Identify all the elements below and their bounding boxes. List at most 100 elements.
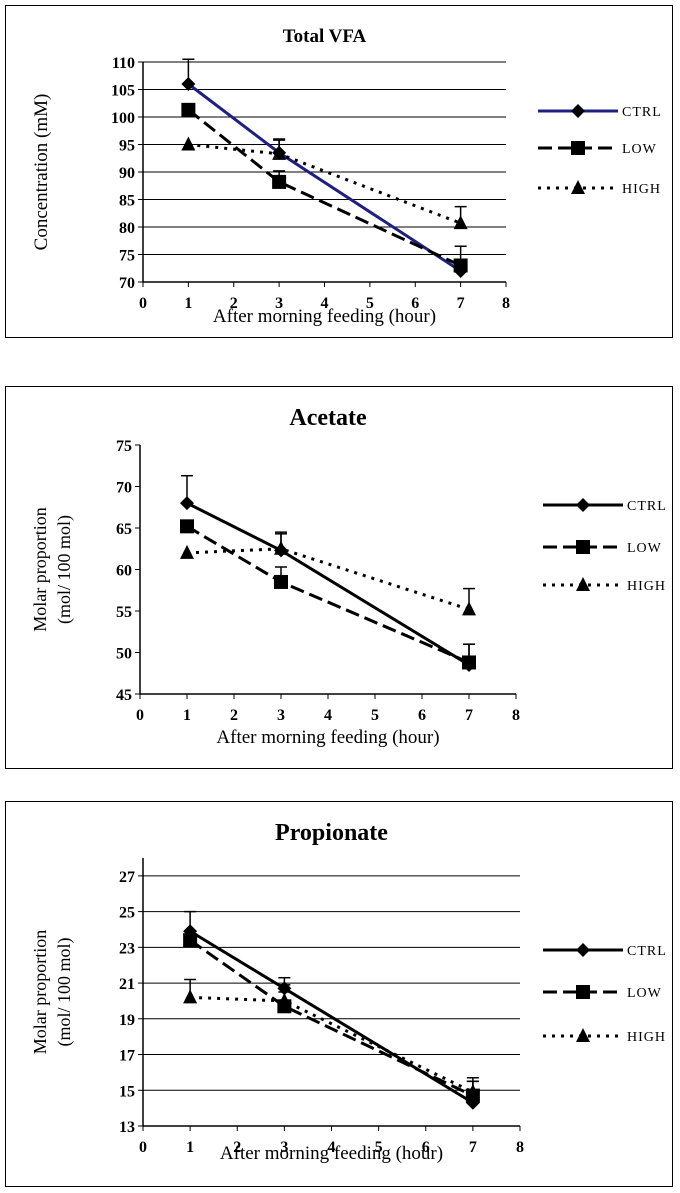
series-low: [181, 102, 468, 273]
series-ctrl: [183, 910, 480, 1110]
chart-title: Propionate: [275, 820, 388, 846]
legend-label: HIGH: [622, 182, 661, 197]
legend-marker: [576, 985, 590, 999]
legend-marker: [576, 498, 590, 512]
data-point-square: [181, 102, 196, 117]
x-tick-label: 7: [469, 1139, 477, 1156]
data-point-square: [183, 933, 198, 948]
data-point-diamond: [465, 1095, 480, 1110]
legend-label: CTRL: [627, 499, 667, 514]
legend-marker: [576, 540, 590, 554]
legend-marker: [576, 943, 590, 957]
y-axis-label: Molar proportion (mol/ 100 mol): [30, 930, 75, 1054]
x-tick-label: 5: [371, 707, 379, 724]
chart-title: Acetate: [289, 405, 367, 431]
y-tick-label: 23: [119, 940, 135, 957]
y-tick-label: 110: [112, 55, 135, 72]
series-ctrl: [181, 58, 468, 278]
legend-label: CTRL: [627, 944, 667, 959]
data-point-triangle: [180, 544, 194, 559]
legend-entry-ctrl: CTRL: [538, 104, 662, 120]
y-tick-label: 70: [119, 275, 135, 292]
series-line: [187, 108, 462, 267]
chart-title: Total VFA: [283, 26, 367, 47]
x-tick-label: 2: [230, 295, 238, 312]
data-point-diamond: [180, 496, 194, 511]
y-axis-label-line: (mol/ 100 mol): [54, 938, 75, 1047]
y-axis-label: Molar proportion (mol/ 100 mol): [30, 507, 75, 631]
x-tick-label: 0: [136, 707, 144, 724]
data-point-square: [180, 519, 194, 534]
series-ctrl: [180, 474, 476, 672]
y-tick-label: 105: [111, 83, 135, 100]
data-point-triangle: [462, 601, 476, 616]
legend-marker: [576, 1028, 590, 1042]
x-tick-label: 1: [184, 295, 192, 312]
legend-entry-high: HIGH: [538, 180, 661, 197]
series-line: [186, 525, 470, 664]
y-tick-label: 70: [116, 480, 132, 497]
x-tick-label: 1: [183, 707, 191, 724]
x-tick-label: 6: [418, 707, 426, 724]
x-tick-label: 3: [277, 707, 285, 724]
data-point-triangle: [453, 215, 468, 230]
y-tick-label: 19: [119, 1012, 135, 1029]
legend-marker: [571, 104, 585, 118]
y-tick-label: 85: [119, 193, 135, 210]
legend-label: LOW: [627, 986, 662, 1001]
data-point-triangle: [181, 136, 196, 151]
x-tick-label: 0: [139, 1139, 147, 1156]
y-tick-label: 15: [119, 1083, 135, 1100]
y-tick-label: 60: [116, 563, 132, 580]
chart-total-vfa: Total VFA 70 75 80 85 90 95 100 105 110 0 1 2 3 4 5 6 7 8 A…: [31, 26, 662, 327]
y-axis-label-line: Molar proportion: [30, 930, 50, 1054]
data-point-triangle: [183, 989, 198, 1004]
series-line: [186, 501, 470, 667]
data-point-triangle: [272, 145, 287, 160]
y-tick-label: 45: [116, 687, 132, 704]
y-axis-label-line: (mol/ 100 mol): [54, 515, 75, 624]
series-line: [186, 547, 470, 611]
x-tick-label: 7: [465, 707, 473, 724]
x-tick-label: 2: [233, 1139, 241, 1156]
y-tick-label: 75: [119, 248, 135, 265]
legend-label: CTRL: [622, 105, 662, 120]
y-tick-label: 25: [119, 905, 135, 922]
legend-entry-high: HIGH: [543, 1028, 666, 1045]
y-tick-label: 100: [111, 110, 135, 127]
legend-label: LOW: [622, 142, 657, 157]
legend-label: HIGH: [627, 1030, 666, 1045]
data-point-square: [274, 574, 288, 589]
x-tick-label: 6: [422, 1139, 430, 1156]
x-tick-label: 6: [411, 295, 419, 312]
data-point-triangle: [277, 992, 292, 1007]
data-point-square: [272, 174, 287, 189]
chart-panel-propionate: Propionate 13 15 17 19 21 23 25 27 0 1 2 3 4 5 6 7 8 After…: [5, 801, 673, 1187]
x-tick-label: 5: [366, 295, 374, 312]
x-tick-label: 5: [375, 1139, 383, 1156]
x-axis-label: After morning feeding (hour): [220, 1143, 443, 1164]
data-point-square: [462, 655, 476, 670]
x-tick-label: 7: [457, 295, 465, 312]
x-axis-label: After morning feeding (hour): [213, 306, 436, 327]
legend-marker: [576, 577, 590, 591]
y-tick-label: 55: [116, 604, 132, 621]
y-tick-label: 17: [119, 1048, 135, 1065]
legend-marker: [571, 180, 585, 194]
legend-entry-ctrl: CTRL: [543, 943, 667, 959]
y-tick-label: 75: [116, 438, 132, 455]
chart-panel-total-vfa: Total VFA 70 75 80 85 90 95 100 105 110 0 1 2 3 4 5 6 7 8 A…: [5, 5, 673, 338]
y-axis-label-line: Concentration (mM): [31, 94, 52, 251]
legend-entry-high: HIGH: [543, 577, 665, 594]
x-tick-label: 3: [275, 295, 283, 312]
x-tick-label: 4: [328, 1139, 336, 1156]
chart-panel-acetate: Acetate 45 50 55 60 65 70 75 0 1 2 3 4 5 6 7 8 After morn…: [5, 386, 673, 769]
legend-entry-low: LOW: [543, 985, 662, 1001]
x-tick-label: 0: [139, 295, 147, 312]
legend-entry-ctrl: CTRL: [543, 498, 667, 514]
y-tick-label: 27: [119, 869, 135, 886]
data-point-triangle: [465, 1084, 480, 1099]
y-tick-label: 21: [119, 976, 135, 993]
x-tick-label: 8: [512, 707, 520, 724]
